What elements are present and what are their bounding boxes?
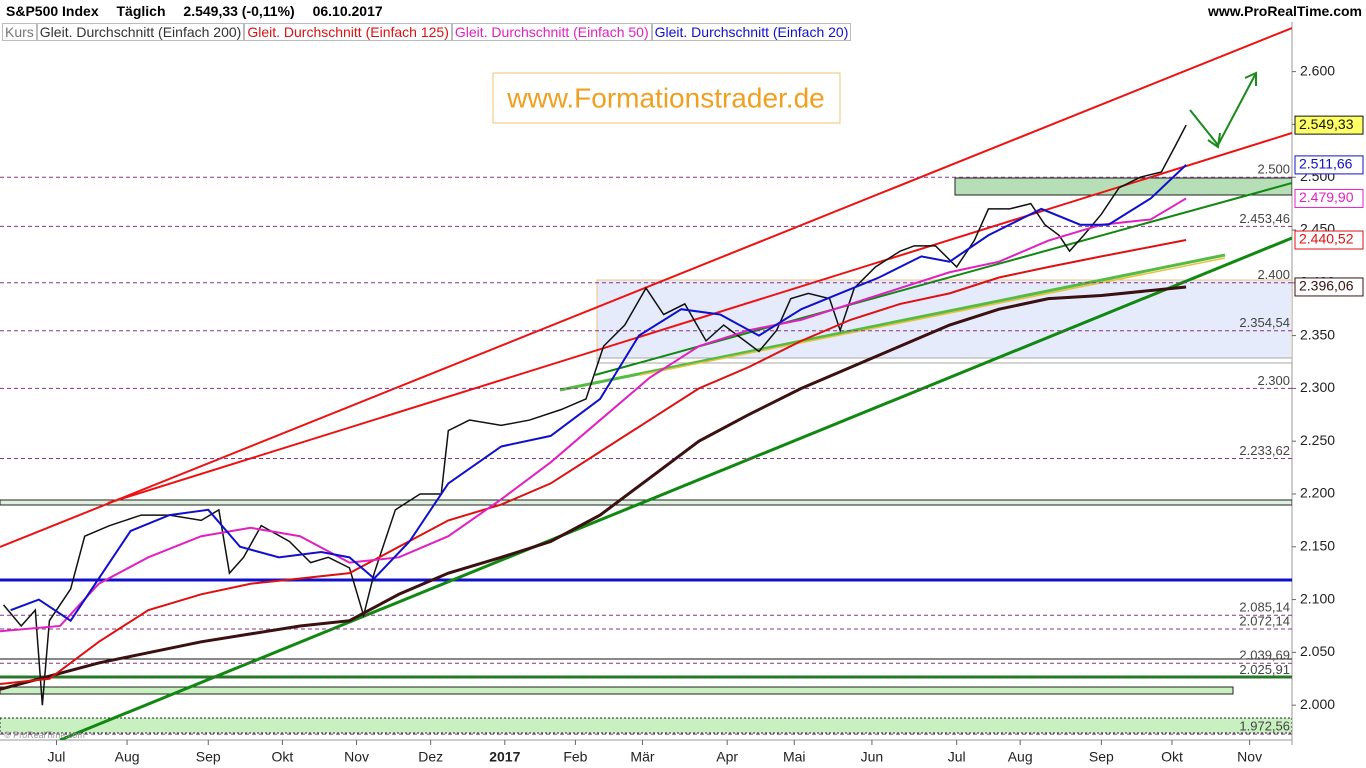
value-tag (1294, 188, 1364, 208)
x-tick-label: Dez (418, 749, 443, 765)
series-line (0, 239, 1187, 686)
trend-line (559, 253, 1226, 392)
x-tick-label: Sep (1089, 749, 1114, 765)
y-tick-label: 2.150 (1300, 537, 1335, 553)
value-tag (1294, 230, 1364, 250)
value-tag (1294, 155, 1364, 175)
legend: Kurs Gleit. Durchschnitt (Einfach 200) Gle… (2, 23, 852, 41)
value-tag-label: 2.511,66 (1299, 156, 1353, 172)
x-tick-label: Nov (344, 749, 369, 765)
level-label: 2.025,91 (1239, 662, 1290, 677)
x-tick-label: Mär (630, 749, 654, 765)
zone (0, 717, 1292, 734)
series-lines (0, 124, 1187, 706)
y-tick-label: 2.350 (1300, 326, 1335, 342)
value-tag (1294, 277, 1364, 297)
trend-line (639, 257, 1226, 376)
legend-item: Kurs (2, 23, 37, 41)
x-tick-label: Okt (1161, 749, 1183, 765)
series-line (0, 197, 1187, 633)
y-tick-label: 2.050 (1300, 643, 1335, 659)
period: Täglich (116, 3, 166, 19)
value-tag-label: 2.396,06 (1299, 278, 1354, 294)
level-label: 1.972,56 (1239, 719, 1290, 734)
legend-item: Gleit. Durchschnitt (Einfach 200) (36, 23, 245, 41)
x-tick-label: Jul (48, 749, 66, 765)
zone (596, 279, 1292, 361)
x-tick-label: Nov (1237, 749, 1262, 765)
series-line (2, 124, 1187, 706)
y-tick-label: 2.000 (1300, 696, 1335, 712)
level-label: 2.233,62 (1239, 443, 1290, 458)
level-label: 2.453,46 (1239, 211, 1290, 226)
x-tick-label: Feb (563, 749, 587, 765)
site: www.ProRealTime.com (1207, 3, 1362, 19)
watermark-box (492, 72, 841, 124)
value-tag-label: 2.479,90 (1299, 189, 1354, 205)
y-tick-label: 2.100 (1300, 590, 1335, 606)
level-label: 2.085,14 (1239, 600, 1290, 615)
y-tick-label: 2.250 (1300, 432, 1335, 448)
legend-item: Gleit. Durchschnitt (Einfach 50) (451, 23, 652, 41)
x-tick-label: Jun (861, 749, 884, 765)
title-bar: S&P500 Index Täglich 2.549,33 (-0,11%) 0… (0, 0, 1366, 22)
level-label: 2.300 (1257, 373, 1290, 388)
y-tick-label: 2.200 (1300, 485, 1335, 501)
x-tick-label: Apr (716, 749, 738, 765)
level-label: 2.400 (1257, 267, 1290, 282)
x-tick-label: Aug (1008, 749, 1033, 765)
levels: 2.500 2.453,46 2.400 2.354,54 2.300 2.233,62 2… (0, 162, 1292, 735)
arrow (1189, 71, 1257, 149)
trend-line (59, 236, 1292, 740)
y-tick-label: 2.300 (1300, 379, 1335, 395)
instrument: S&P500 Index (6, 3, 99, 19)
legend-item: Gleit. Durchschnitt (Einfach 20) (651, 23, 852, 41)
legend-item: Gleit. Durchschnitt (Einfach 125) (244, 23, 452, 41)
x-tick-label: Sep (196, 749, 221, 765)
level-label: 2.354,54 (1239, 315, 1290, 330)
value-tag-label: 2.549,33 (1299, 116, 1354, 132)
x-tick-label: Mai (783, 749, 806, 765)
drawings (0, 27, 1292, 740)
x-tick-label: Jul (948, 749, 966, 765)
quote: 2.549,33 (-0,11%) (183, 3, 295, 19)
copyright: © ProRealTime.com (4, 730, 85, 740)
zone (596, 357, 1292, 364)
zone (0, 686, 1234, 695)
x-tick-label: Aug (115, 749, 140, 765)
trend-line (107, 132, 1292, 504)
series-line (10, 164, 1187, 623)
y-tick-label: 2.600 (1300, 62, 1335, 78)
date: 06.10.2017 (312, 3, 383, 19)
watermark: www.Formationstrader.de (506, 82, 824, 113)
x-tick-label: 2017 (489, 749, 520, 765)
level-label: 2.500 (1257, 162, 1290, 177)
value-tag-label: 2.440,52 (1299, 231, 1354, 247)
series-line (0, 285, 1187, 691)
level-label: 2.072,14 (1239, 613, 1290, 628)
value-tag (1294, 115, 1364, 135)
x-tick-label: Okt (272, 749, 294, 765)
chart: 2.500 2.453,46 2.400 2.354,54 2.300 2.233,62 2… (0, 22, 1364, 765)
level-label: 2.039,69 (1239, 648, 1290, 663)
